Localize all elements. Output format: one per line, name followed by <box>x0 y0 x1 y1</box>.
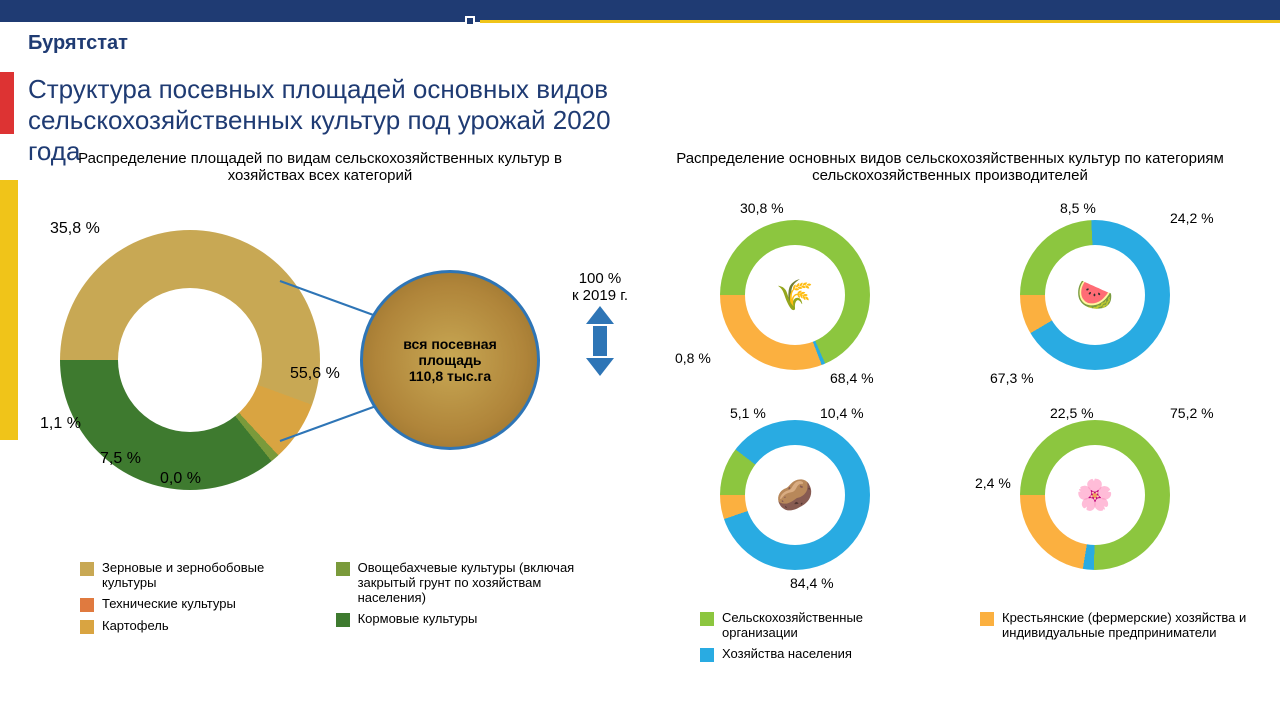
arrow-stem <box>593 326 607 356</box>
legend-swatch <box>80 620 94 634</box>
legend-crop-types: Зерновые и зернобобовые культуры Техничес… <box>80 560 610 640</box>
arrow-text-2: к 2019 г. <box>560 287 640 304</box>
small-donut-value-label: 84,4 % <box>790 575 834 591</box>
subheading-left: Распределение площадей по видам сельскох… <box>60 150 580 184</box>
small-donut-value-label: 8,5 % <box>1060 200 1096 216</box>
header-yellow-line <box>480 20 1280 23</box>
small-donut-value-label: 24,2 % <box>1170 210 1214 226</box>
legend-item: Сельскохозяйственные организации <box>700 610 940 640</box>
legend-producer-types: Сельскохозяйственные организации Хозяйств… <box>700 610 1260 668</box>
legend-swatch <box>80 562 94 576</box>
legend-label: Сельскохозяйственные организации <box>722 610 940 640</box>
legend-item: Кормовые культуры <box>336 611 610 627</box>
arrow-up-icon <box>586 306 614 324</box>
detail-text-2: 110,8 тыс.га <box>409 368 491 384</box>
big-donut-value-label: 0,0 % <box>160 470 201 488</box>
small-donut-value-label: 5,1 % <box>730 405 766 421</box>
legend-label: Картофель <box>102 618 169 633</box>
red-accent-bar <box>0 72 14 134</box>
big-donut-hole <box>118 288 262 432</box>
arrow-text-1: 100 % <box>560 270 640 287</box>
small-donut-chart: 🌸75,2 %2,4 %22,5 % <box>1020 420 1170 570</box>
big-donut-value-label: 1,1 % <box>40 415 81 433</box>
big-donut-value-label: 7,5 % <box>100 450 141 468</box>
big-donut-chart <box>60 230 320 490</box>
legend-swatch <box>336 562 350 576</box>
detail-text-1: вся посевная площадь <box>403 336 497 368</box>
small-donut-chart: 🌾68,4 %0,8 %30,8 % <box>720 220 870 370</box>
legend-label: Хозяйства населения <box>722 646 852 661</box>
small-donut-value-label: 0,8 % <box>675 350 711 366</box>
legend-item: Овощебахчевые культуры (включая закрытый… <box>336 560 610 605</box>
legend-item: Картофель <box>80 618 296 634</box>
arrow-down-icon <box>586 358 614 376</box>
small-donut-value-label: 67,3 % <box>990 370 1034 386</box>
legend-label: Зерновые и зернобобовые культуры <box>102 560 296 590</box>
small-donut-value-label: 30,8 % <box>740 200 784 216</box>
legend-item: Крестьянские (фермерские) хозяйства и ин… <box>980 610 1260 640</box>
small-donut-chart: 🥔10,4 %84,4 %5,1 % <box>720 420 870 570</box>
subheading-right: Распределение основных видов сельскохозя… <box>660 150 1240 184</box>
comparison-arrow: 100 % к 2019 г. <box>560 270 640 378</box>
legend-swatch <box>980 612 994 626</box>
small-donut-center-icon: 🌸 <box>1045 445 1145 545</box>
legend-swatch <box>700 612 714 626</box>
small-donut-value-label: 75,2 % <box>1170 405 1214 421</box>
small-donut-value-label: 10,4 % <box>820 405 864 421</box>
legend-swatch <box>80 598 94 612</box>
legend-item: Зерновые и зернобобовые культуры <box>80 560 296 590</box>
legend-label: Крестьянские (фермерские) хозяйства и ин… <box>1002 610 1260 640</box>
big-donut-value-label: 55,6 % <box>290 365 340 383</box>
legend-item: Хозяйства населения <box>700 646 940 662</box>
small-donut-center-icon: 🍉 <box>1045 245 1145 345</box>
yellow-side-bar <box>0 180 18 440</box>
detail-total-circle: вся посевная площадь 110,8 тыс.га <box>360 270 540 450</box>
title-line-1: Структура посевных площадей основных вид… <box>28 74 608 104</box>
small-donut-chart: 🍉24,2 %67,3 %8,5 % <box>1020 220 1170 370</box>
legend-swatch <box>336 613 350 627</box>
legend-label: Овощебахчевые культуры (включая закрытый… <box>358 560 610 605</box>
brand-title: Бурятстат <box>28 32 128 55</box>
legend-item: Технические культуры <box>80 596 296 612</box>
header-bar <box>0 0 1280 22</box>
header-square-icon <box>465 16 475 26</box>
small-donut-center-icon: 🥔 <box>745 445 845 545</box>
legend-swatch <box>700 648 714 662</box>
big-donut-value-label: 35,8 % <box>50 220 100 238</box>
small-donut-value-label: 2,4 % <box>975 475 1011 491</box>
small-donut-value-label: 68,4 % <box>830 370 874 386</box>
legend-label: Кормовые культуры <box>358 611 478 626</box>
legend-label: Технические культуры <box>102 596 236 611</box>
small-donut-value-label: 22,5 % <box>1050 405 1094 421</box>
small-donut-center-icon: 🌾 <box>745 245 845 345</box>
